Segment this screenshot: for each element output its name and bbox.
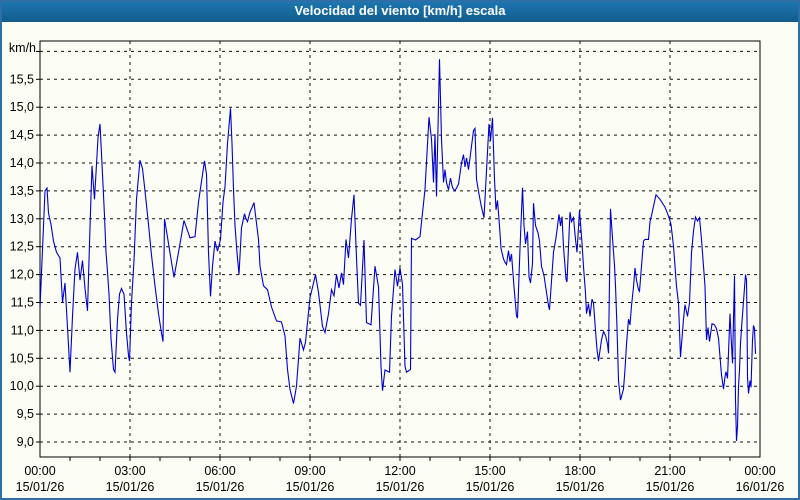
axis-ticks <box>36 50 731 461</box>
y-tick-label: 15,5 <box>10 72 34 86</box>
y-tick-label: 14,5 <box>10 128 34 142</box>
x-tick-date-label: 15/01/26 <box>646 480 695 494</box>
x-axis-labels: 00:00 15/01/26 03:00 15/01/26 06:00 15/01/26 0… <box>16 464 785 494</box>
x-tick-date-label: 15/01/26 <box>466 480 515 494</box>
x-tick-date-label: 15/01/26 <box>16 480 65 494</box>
y-axis-unit-label: km/h <box>9 41 36 55</box>
x-tick-date-label: 15/01/26 <box>196 480 245 494</box>
plot-gridlines <box>40 41 760 457</box>
plot-border <box>39 40 761 458</box>
y-tick-label: 12,0 <box>10 268 34 282</box>
x-tick-time-label: 18:00 <box>564 464 595 478</box>
y-tick-label: 9,0 <box>17 435 34 449</box>
y-tick-label: 15,0 <box>10 100 34 114</box>
y-tick-label: 11,0 <box>11 323 34 337</box>
y-axis-labels: 15,5 15,0 14,5 14,0 13,5 13,0 12,5 12,0 11,5 11,0… <box>10 72 34 449</box>
y-tick-label: 14,0 <box>10 156 34 170</box>
x-tick-date-label: 15/01/26 <box>556 480 605 494</box>
y-tick-label: 12,5 <box>10 240 34 254</box>
x-tick-time-label: 03:00 <box>114 464 145 478</box>
x-tick-date-label: 15/01/26 <box>376 480 425 494</box>
x-tick-time-label: 00:00 <box>744 464 775 478</box>
x-tick-time-label: 12:00 <box>384 464 415 478</box>
series-line <box>40 59 757 441</box>
x-tick-time-label: 00:00 <box>24 464 55 478</box>
title-bar: Velocidad del viento [km/h] escala <box>0 0 800 22</box>
x-tick-time-label: 06:00 <box>204 464 235 478</box>
x-tick-date-label: 15/01/26 <box>286 480 335 494</box>
y-tick-label: 10,5 <box>10 351 34 365</box>
chart-title: Velocidad del viento [km/h] escala <box>294 3 506 18</box>
x-tick-date-label: 16/01/26 <box>736 480 785 494</box>
x-tick-time-label: 15:00 <box>474 464 505 478</box>
x-tick-time-label: 09:00 <box>294 464 325 478</box>
y-tick-label: 13,5 <box>10 184 34 198</box>
y-tick-label: 13,0 <box>10 212 34 226</box>
y-tick-label: 9,5 <box>17 407 34 421</box>
y-tick-label: 11,5 <box>11 296 34 310</box>
x-tick-date-label: 15/01/26 <box>106 480 155 494</box>
y-tick-label: 10,0 <box>10 379 34 393</box>
x-tick-time-label: 21:00 <box>654 464 685 478</box>
wind-speed-polyline <box>40 59 757 441</box>
